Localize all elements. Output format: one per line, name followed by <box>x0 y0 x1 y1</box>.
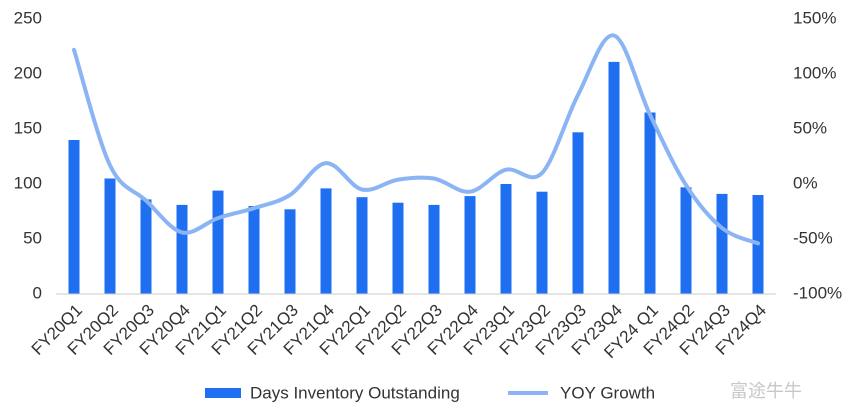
bar <box>284 209 296 294</box>
y2-tick-label: -100% <box>793 283 842 302</box>
bar <box>680 187 692 294</box>
y2-tick-label: 100% <box>793 63 836 82</box>
y-tick-label: 200 <box>14 63 42 82</box>
legend-label: Days Inventory Outstanding <box>250 383 460 402</box>
y-tick-label: 100 <box>14 173 42 192</box>
legend-label: YOY Growth <box>560 383 655 402</box>
y-tick-label: 0 <box>33 283 42 302</box>
bar <box>716 193 728 294</box>
bar <box>572 132 584 294</box>
y2-tick-label: -50% <box>793 228 833 247</box>
bar <box>176 204 188 294</box>
bar <box>500 184 512 294</box>
y2-tick-label: 0% <box>793 173 818 192</box>
bar <box>608 61 620 295</box>
watermark: 富途牛牛 <box>730 381 802 401</box>
bar <box>140 199 152 294</box>
bar <box>428 204 440 294</box>
y2-tick-label: 50% <box>793 118 827 137</box>
bar <box>248 206 260 294</box>
legend-swatch <box>205 388 241 398</box>
bar <box>320 188 332 294</box>
y2-tick-label: 150% <box>793 8 836 27</box>
bar <box>68 140 80 294</box>
bar <box>536 191 548 294</box>
bar <box>104 178 116 294</box>
bar <box>464 196 476 294</box>
bar <box>212 190 224 294</box>
y-tick-label: 150 <box>14 118 42 137</box>
y-tick-label: 250 <box>14 8 42 27</box>
bar <box>392 202 404 294</box>
bar <box>356 197 368 294</box>
line <box>72 33 760 246</box>
y-tick-label: 50 <box>23 228 42 247</box>
bar <box>644 112 656 294</box>
